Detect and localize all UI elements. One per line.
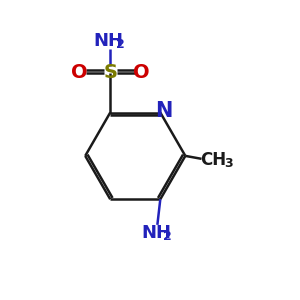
Text: S: S (103, 63, 117, 82)
Text: 2: 2 (116, 38, 124, 51)
Text: O: O (133, 63, 149, 82)
Text: 3: 3 (224, 157, 232, 170)
Text: NH: NH (141, 224, 171, 242)
Text: CH: CH (200, 151, 226, 169)
Text: N: N (155, 101, 172, 121)
Text: O: O (71, 63, 88, 82)
Text: 2: 2 (163, 230, 172, 242)
Text: NH: NH (94, 32, 124, 50)
